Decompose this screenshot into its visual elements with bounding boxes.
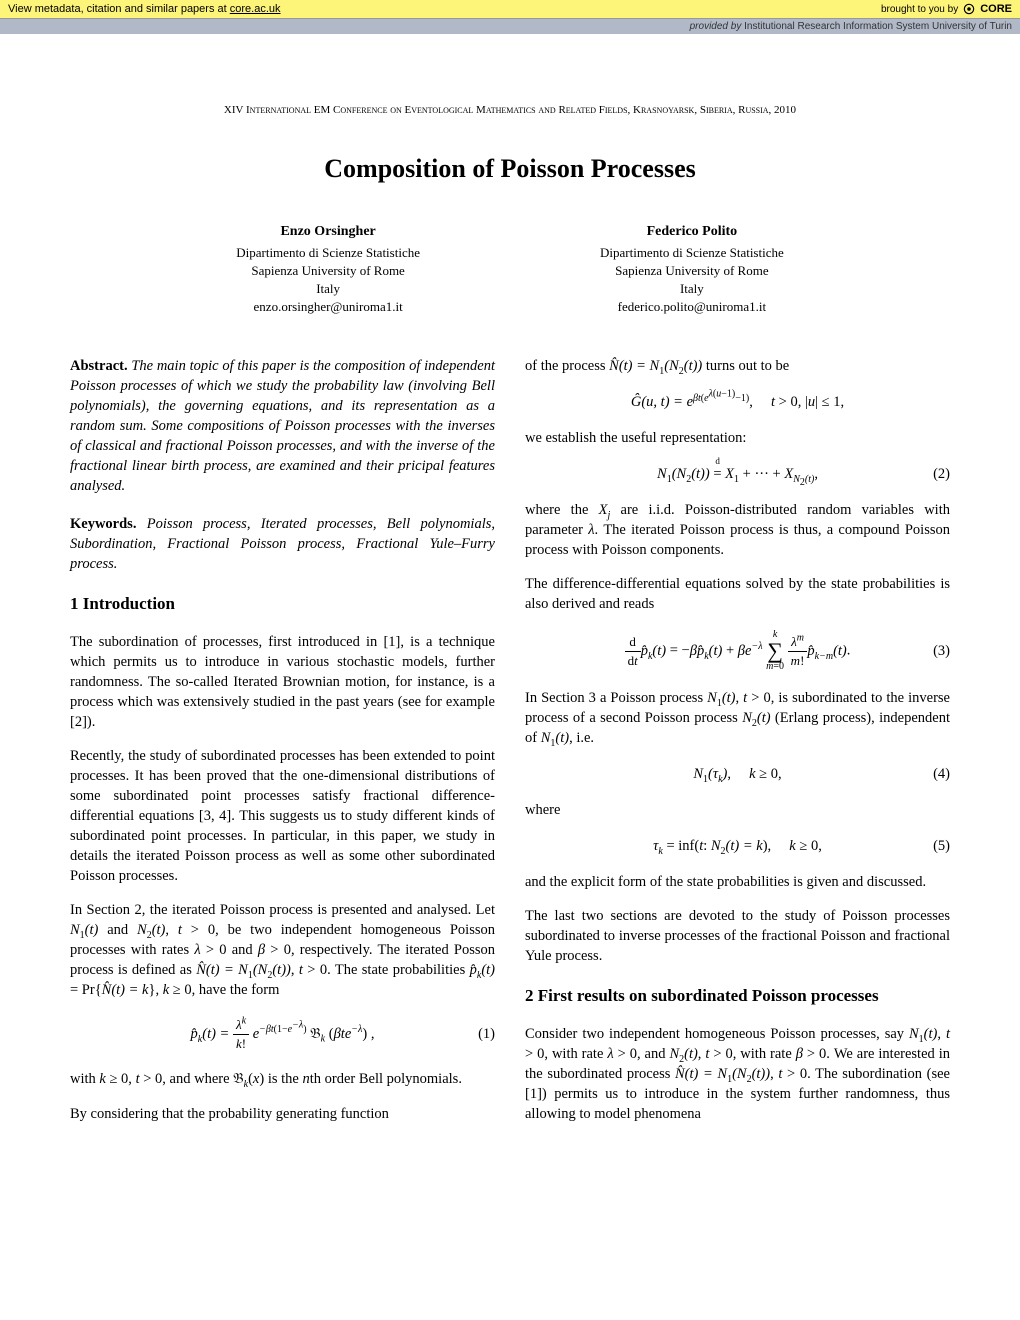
author-1-univ: Sapienza University of Rome (236, 262, 420, 280)
section-1-heading: 1 Introduction (70, 592, 495, 615)
left-column: Abstract. The main topic of this paper i… (70, 356, 495, 1137)
eq-3-number: (3) (933, 641, 950, 661)
intro-p4: with k ≥ 0, t > 0, and where 𝔅k(x) is th… (70, 1069, 495, 1090)
col2-p8: The last two sections are devoted to the… (525, 906, 950, 966)
eq-2-number: (2) (933, 464, 950, 484)
conference-header: XIV International EM Conference on Event… (70, 104, 950, 116)
page-content: XIV International EM Conference on Event… (0, 34, 1020, 1178)
provider-name: Institutional Research Information Syste… (744, 21, 1012, 32)
equation-3: ddtp̂k(t) = −βp̂k(t) + βe−λ k∑m=0 λmm!p̂… (525, 630, 950, 672)
authors-block: Enzo Orsingher Dipartimento di Scienze S… (70, 222, 950, 316)
author-2-name: Federico Polito (600, 222, 784, 242)
keywords-block: Keywords. Poisson process, Iterated proc… (70, 514, 495, 574)
author-1: Enzo Orsingher Dipartimento di Scienze S… (236, 222, 420, 316)
col2-p4: The difference-differential equations so… (525, 574, 950, 614)
eq-5-number: (5) (933, 836, 950, 856)
paper-title: Composition of Poisson Processes (70, 154, 950, 184)
sec2-p1: Consider two independent homogeneous Poi… (525, 1024, 950, 1124)
intro-p5: By considering that the probability gene… (70, 1104, 495, 1124)
banner-text: View metadata, citation and similar pape… (8, 3, 230, 15)
provided-by-label: provided by (690, 21, 744, 32)
section-2-heading: 2 First results on subordinated Poisson … (525, 984, 950, 1007)
col2-p5: In Section 3 a Poisson process N1(t), t … (525, 688, 950, 748)
core-logo-area: brought to you by CORE (881, 2, 1012, 16)
equation-2: N1(N2(t)) d= X1 + ··· + XN2(t), (2) (525, 464, 950, 484)
author-1-name: Enzo Orsingher (236, 222, 420, 242)
core-link[interactable]: core.ac.uk (230, 3, 281, 15)
equation-5: τk = inf(t: N2(t) = k), k ≥ 0, (5) (525, 836, 950, 856)
equation-4: N1(τk), k ≥ 0, (4) (525, 764, 950, 784)
intro-p3: In Section 2, the iterated Poisson proce… (70, 900, 495, 1000)
core-icon (962, 2, 976, 16)
author-2-country: Italy (600, 280, 784, 298)
abstract-label: Abstract. (70, 358, 128, 374)
provider-banner: provided by Institutional Research Infor… (0, 19, 1020, 34)
right-column: of the process N̂(t) = N1(N2(t)) turns o… (525, 356, 950, 1137)
author-1-email: enzo.orsingher@uniroma1.it (236, 298, 420, 316)
eq-4-number: (4) (933, 764, 950, 784)
two-column-body: Abstract. The main topic of this paper i… (70, 356, 950, 1137)
abstract-text: The main topic of this paper is the comp… (70, 358, 495, 494)
equation-1: p̂k(t) = λkk! e−βt(1−e−λ) 𝔅k (βte−λ) , (… (70, 1016, 495, 1053)
col2-p7: and the explicit form of the state proba… (525, 872, 950, 892)
col2-p2: we establish the useful representation: (525, 428, 950, 448)
abstract-block: Abstract. The main topic of this paper i… (70, 356, 495, 496)
col2-p6: where (525, 800, 950, 820)
brought-by-text: brought to you by (881, 4, 958, 15)
author-2-email: federico.polito@uniroma1.it (600, 298, 784, 316)
author-2: Federico Polito Dipartimento di Scienze … (600, 222, 784, 316)
intro-p1: The subordination of processes, first in… (70, 632, 495, 732)
author-1-country: Italy (236, 280, 420, 298)
col2-p3: where the Xj are i.i.d. Poisson-distribu… (525, 500, 950, 560)
author-1-dept: Dipartimento di Scienze Statistiche (236, 244, 420, 262)
author-2-univ: Sapienza University of Rome (600, 262, 784, 280)
banner-left: View metadata, citation and similar pape… (8, 3, 281, 15)
core-logo-text: CORE (980, 3, 1012, 15)
col2-p1: of the process N̂(t) = N1(N2(t)) turns o… (525, 356, 950, 376)
author-2-dept: Dipartimento di Scienze Statistiche (600, 244, 784, 262)
keywords-label: Keywords. (70, 516, 136, 532)
eq-1-number: (1) (478, 1024, 495, 1044)
intro-p2: Recently, the study of subordinated proc… (70, 746, 495, 886)
core-banner: View metadata, citation and similar pape… (0, 0, 1020, 19)
equation-G: Ĝ(u, t) = eβt(eλ(u−1)−1), t > 0, |u| ≤ 1… (525, 392, 950, 412)
